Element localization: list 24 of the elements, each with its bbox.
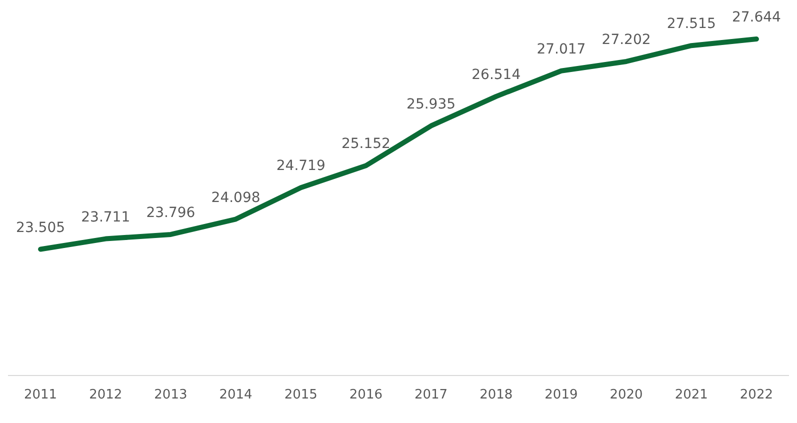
data-label: 25.935 — [406, 96, 456, 112]
data-label: 25.152 — [341, 136, 390, 152]
x-tick-label: 2013 — [154, 388, 188, 403]
x-tick-label: 2018 — [480, 388, 513, 403]
x-tick-label: 2011 — [24, 388, 58, 403]
data-label: 23.711 — [81, 209, 130, 226]
data-label: 27.202 — [602, 32, 651, 48]
data-label: 27.515 — [666, 16, 716, 32]
data-label: 27.644 — [732, 10, 782, 26]
x-tick-label: 2017 — [414, 388, 448, 403]
x-tick-label: 2012 — [89, 388, 122, 403]
data-label: 24.098 — [211, 190, 260, 206]
x-tick-label: 2020 — [610, 388, 643, 403]
x-tick-label: 2014 — [219, 388, 252, 403]
x-tick-label: 2016 — [349, 388, 383, 403]
data-label: 23.796 — [146, 205, 196, 222]
x-tick-label: 2021 — [674, 388, 708, 403]
data-label: 23.505 — [16, 220, 66, 236]
data-label: 26.514 — [472, 67, 521, 84]
data-label: 24.719 — [276, 158, 326, 174]
x-tick-label: 2015 — [284, 388, 318, 403]
x-tick-label: 2022 — [740, 388, 774, 403]
data-label: 27.017 — [536, 42, 586, 58]
x-tick-label: 2019 — [544, 388, 578, 403]
